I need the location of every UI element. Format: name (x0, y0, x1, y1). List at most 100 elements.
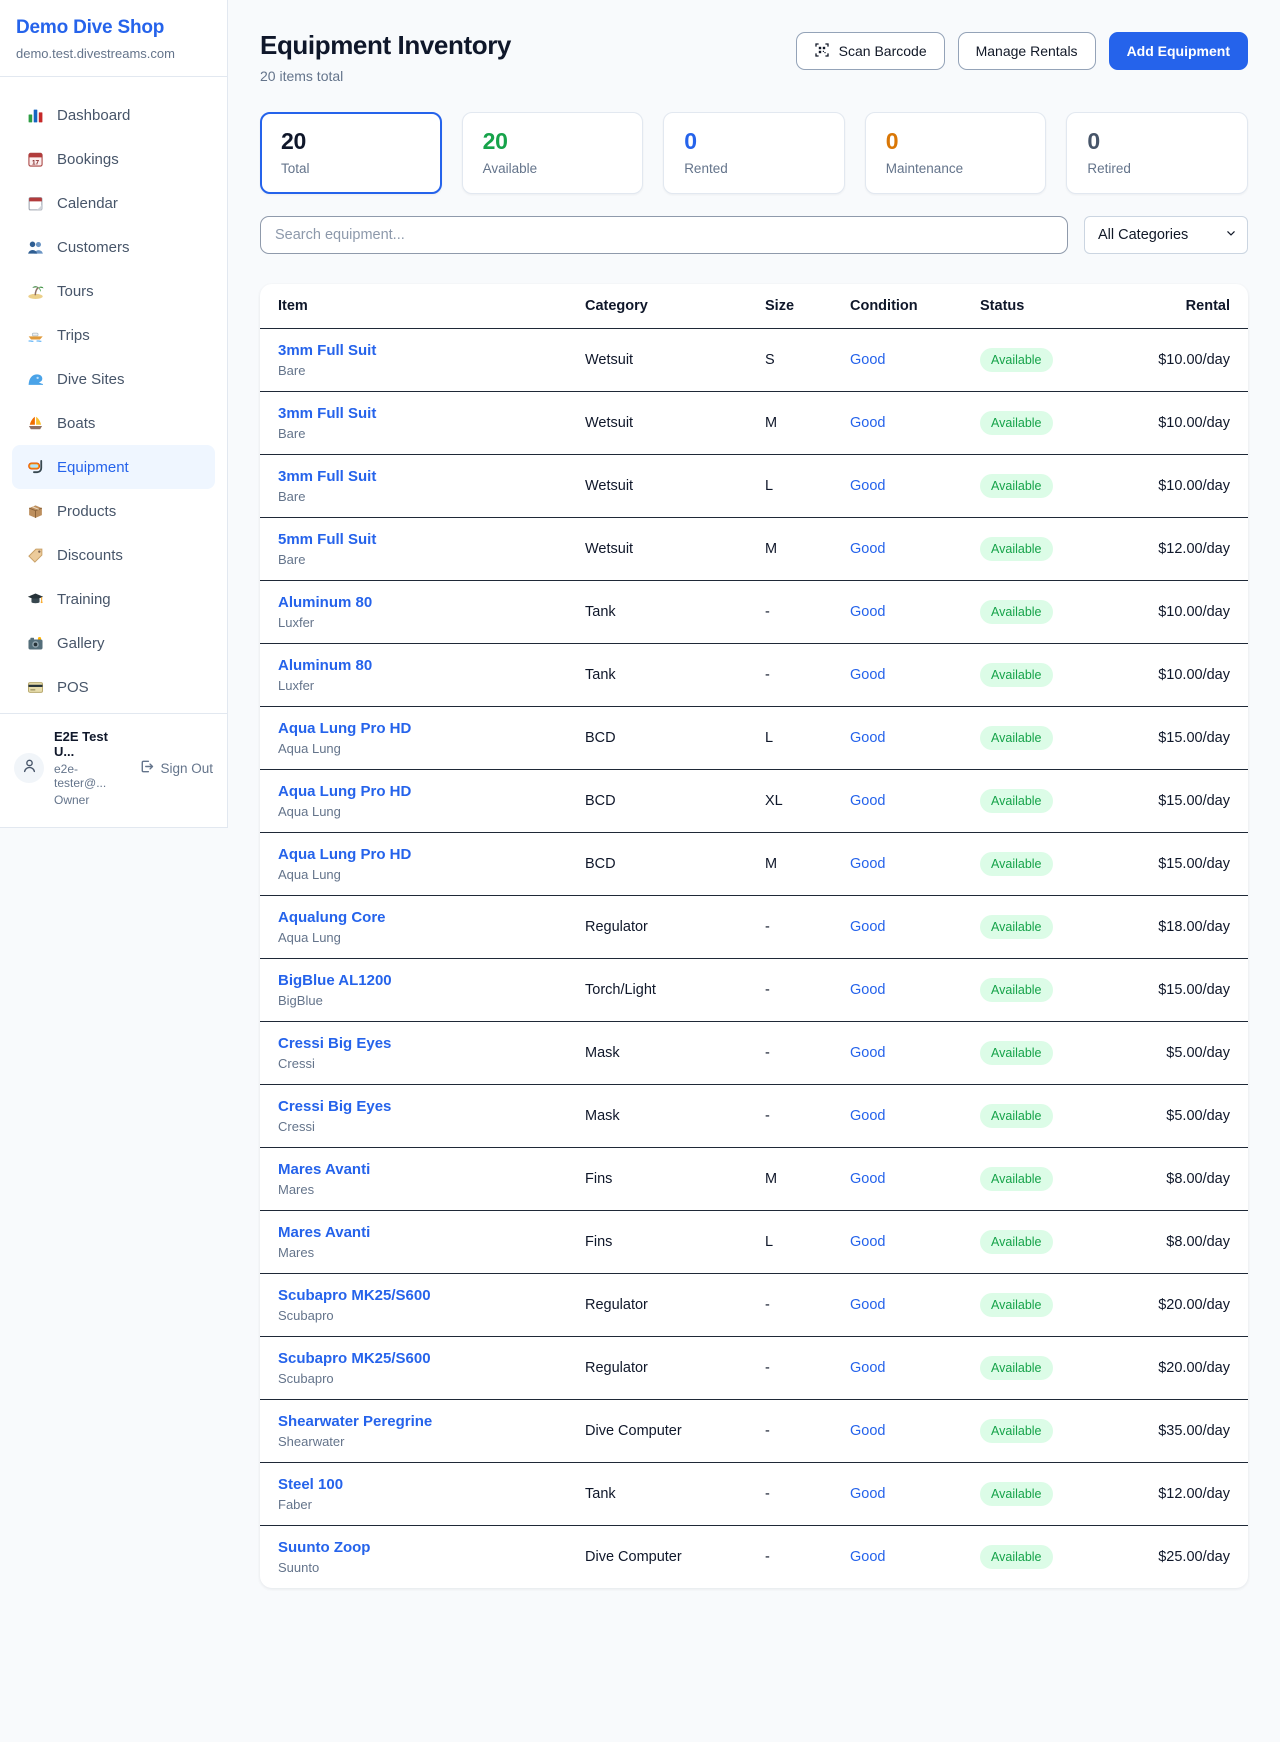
condition-link[interactable]: Good (850, 1171, 886, 1187)
sidebar-item-pos[interactable]: POS (12, 665, 215, 709)
sidebar-item-discounts[interactable]: Discounts (12, 533, 215, 577)
condition-link[interactable]: Good (850, 1423, 886, 1439)
table-row: 3mm Full Suit Bare Wetsuit S Good Available $1… (260, 329, 1248, 392)
item-link[interactable]: Steel 100 (278, 1476, 344, 1493)
status-badge: Available (980, 1356, 1053, 1380)
page-header-titles: Equipment Inventory 20 items total (260, 30, 511, 84)
item-link[interactable]: Shearwater Peregrine (278, 1413, 433, 1430)
condition-link[interactable]: Good (850, 982, 886, 998)
item-brand: Aqua Lung (278, 804, 341, 819)
status-badge: Available (980, 474, 1053, 498)
sidebar-item-equipment[interactable]: Equipment (12, 445, 215, 489)
table-row: Aqua Lung Pro HD Aqua Lung BCD XL Good Availa… (260, 770, 1248, 833)
user-section: E2E Test U... e2e-tester@... Owner Sign … (0, 713, 227, 823)
cell-item: Aluminum 80 Luxfer (260, 644, 575, 707)
manage-rentals-label: Manage Rentals (975, 43, 1078, 59)
stat-card-rented[interactable]: 0 Rented (663, 112, 845, 194)
condition-link[interactable]: Good (850, 1045, 886, 1061)
cell-status: Available (970, 1148, 1100, 1211)
stat-card-maintenance[interactable]: 0 Maintenance (864, 112, 1047, 194)
stat-card-total[interactable]: 20 Total (260, 112, 442, 194)
sidebar-item-customers[interactable]: Customers (12, 225, 215, 269)
sidebar-item-label: Dive Sites (57, 370, 125, 388)
condition-link[interactable]: Good (850, 856, 886, 872)
sign-out-button[interactable]: Sign Out (139, 759, 213, 777)
item-link[interactable]: Mares Avanti (278, 1224, 371, 1241)
manage-rentals-button[interactable]: Manage Rentals (957, 32, 1096, 70)
status-badge: Available (980, 411, 1053, 435)
cell-rental: $12.00/day (1158, 541, 1230, 557)
cell-item: Scubapro MK25/S600 Scubapro (260, 1274, 575, 1337)
item-link[interactable]: Aluminum 80 (278, 594, 373, 611)
sidebar-item-dashboard[interactable]: Dashboard (12, 93, 215, 137)
item-link[interactable]: Aluminum 80 (278, 657, 373, 674)
table-row: Aluminum 80 Luxfer Tank - Good Available $10.0… (260, 644, 1248, 707)
sidebar-item-gallery[interactable]: Gallery (12, 621, 215, 665)
gallery-icon (27, 635, 44, 652)
condition-link[interactable]: Good (850, 1486, 886, 1502)
scan-barcode-button[interactable]: Scan Barcode (795, 32, 945, 70)
item-link[interactable]: Scubapro MK25/S600 (278, 1350, 431, 1367)
sidebar-item-bookings[interactable]: 17 Bookings (12, 137, 215, 181)
pos-icon (27, 679, 44, 696)
sidebar-item-training[interactable]: Training (12, 577, 215, 621)
sidebar-item-trips[interactable]: Trips (12, 313, 215, 357)
trips-icon (27, 327, 44, 344)
item-link[interactable]: Scubapro MK25/S600 (278, 1287, 431, 1304)
item-link[interactable]: Aqualung Core (278, 909, 386, 926)
item-link[interactable]: Cressi Big Eyes (278, 1098, 392, 1115)
cell-category: Wetsuit (585, 478, 634, 494)
sidebar-item-label: Dashboard (57, 106, 131, 124)
condition-link[interactable]: Good (850, 919, 886, 935)
item-link[interactable]: 3mm Full Suit (278, 468, 377, 485)
cell-rental: $12.00/day (1158, 1486, 1230, 1502)
condition-link[interactable]: Good (850, 793, 886, 809)
item-link[interactable]: Aqua Lung Pro HD (278, 783, 412, 800)
condition-link[interactable]: Good (850, 478, 886, 494)
calendar-icon (27, 195, 44, 212)
sidebar-nav: Dashboard 17 Bookings Calendar Customers Tour… (0, 77, 227, 709)
condition-link[interactable]: Good (850, 730, 886, 746)
item-link[interactable]: 5mm Full Suit (278, 531, 377, 548)
item-link[interactable]: Cressi Big Eyes (278, 1035, 392, 1052)
item-link[interactable]: Aqua Lung Pro HD (278, 846, 412, 863)
item-link[interactable]: 3mm Full Suit (278, 342, 377, 359)
sidebar-item-tours[interactable]: Tours (12, 269, 215, 313)
condition-link[interactable]: Good (850, 1360, 886, 1376)
item-link[interactable]: Suunto Zoop (278, 1539, 371, 1556)
sidebar-item-dive-sites[interactable]: Dive Sites (12, 357, 215, 401)
category-select[interactable]: All Categories (1084, 216, 1248, 254)
svg-text:17: 17 (32, 159, 40, 166)
stat-label: Rented (684, 161, 728, 176)
condition-link[interactable]: Good (850, 352, 886, 368)
cell-size: - (765, 982, 770, 998)
condition-link[interactable]: Good (850, 667, 886, 683)
cell-item: Aqualung Core Aqua Lung (260, 896, 575, 959)
search-input[interactable] (260, 216, 1068, 254)
condition-link[interactable]: Good (850, 541, 886, 557)
cell-condition: Good (840, 392, 970, 455)
stat-card-retired[interactable]: 0 Retired (1066, 112, 1248, 194)
sidebar-item-products[interactable]: Products (12, 489, 215, 533)
item-link[interactable]: 3mm Full Suit (278, 405, 377, 422)
condition-link[interactable]: Good (850, 1297, 886, 1313)
header-actions: Scan Barcode Manage Rentals Add Equipmen… (795, 32, 1248, 70)
sidebar-item-calendar[interactable]: Calendar (12, 181, 215, 225)
item-link[interactable]: BigBlue AL1200 (278, 972, 392, 989)
condition-link[interactable]: Good (850, 1108, 886, 1124)
condition-link[interactable]: Good (850, 415, 886, 431)
add-equipment-label: Add Equipment (1126, 43, 1230, 59)
item-link[interactable]: Aqua Lung Pro HD (278, 720, 412, 737)
item-brand: Mares (278, 1182, 315, 1197)
condition-link[interactable]: Good (850, 1234, 886, 1250)
item-brand: Bare (278, 426, 306, 441)
sidebar-item-boats[interactable]: Boats (12, 401, 215, 445)
add-equipment-button[interactable]: Add Equipment (1108, 32, 1248, 70)
condition-link[interactable]: Good (850, 604, 886, 620)
item-link[interactable]: Mares Avanti (278, 1161, 371, 1178)
cell-item: Aqua Lung Pro HD Aqua Lung (260, 707, 575, 770)
item-brand: Faber (278, 1497, 312, 1512)
cell-category: Dive Computer (585, 1549, 682, 1565)
stat-card-available[interactable]: 20 Available (461, 112, 644, 194)
condition-link[interactable]: Good (850, 1549, 886, 1565)
